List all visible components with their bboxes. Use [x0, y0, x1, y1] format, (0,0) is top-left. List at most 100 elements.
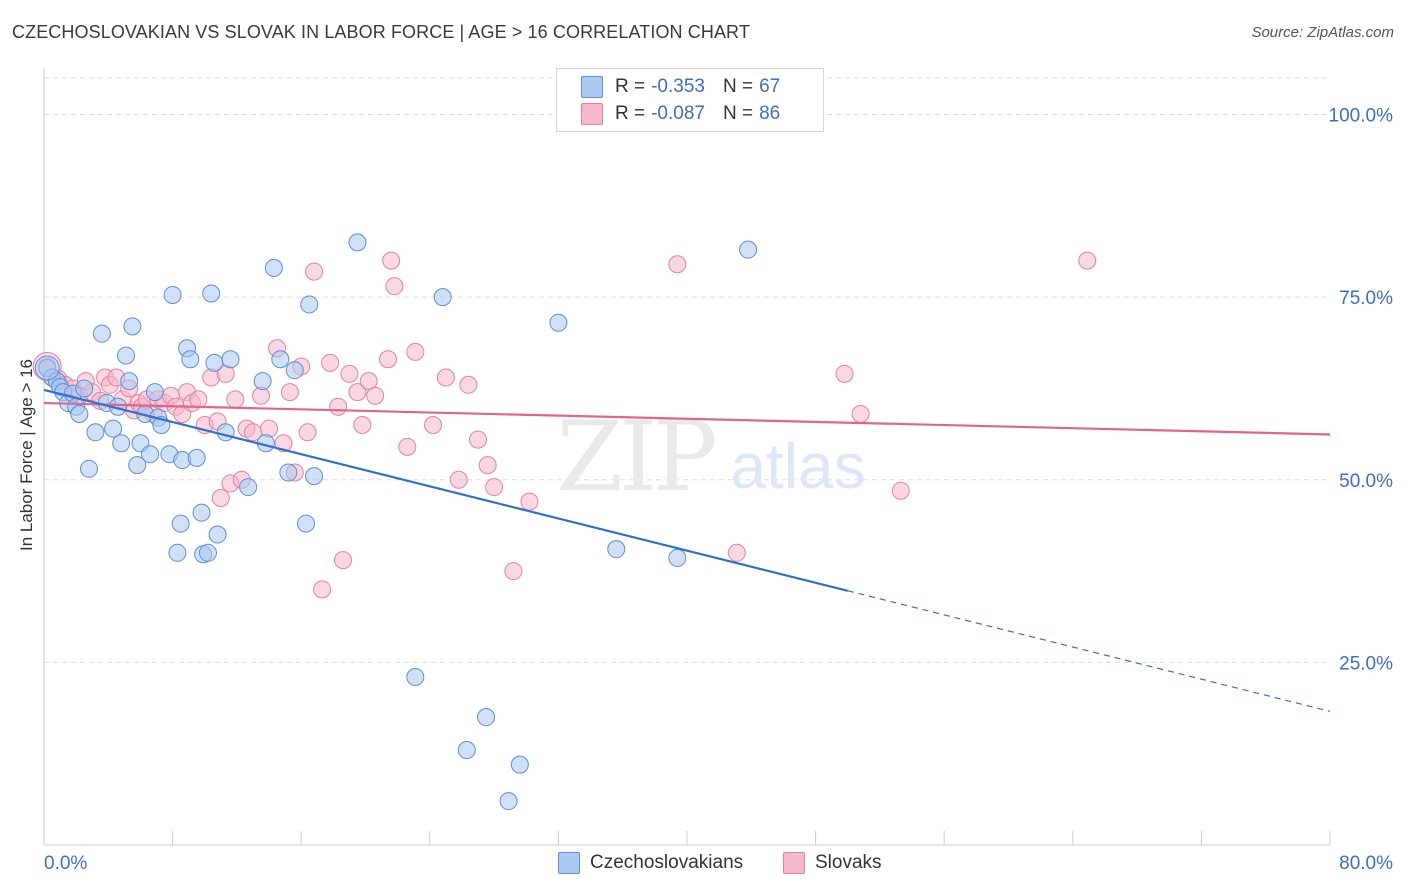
y-tick-label: 50.0%	[1339, 471, 1393, 492]
czech-point	[279, 463, 298, 482]
slovak-point	[189, 390, 208, 409]
czech-point	[239, 478, 258, 497]
gridlines	[44, 77, 1330, 663]
czech-point	[104, 419, 123, 438]
czech-point	[433, 288, 452, 307]
czech-point	[192, 503, 211, 522]
chart-title: CZECHOSLOVAKIAN VS SLOVAK IN LABOR FORCE…	[12, 22, 750, 42]
czech-point	[297, 514, 316, 533]
watermark-atlas: atlas	[730, 430, 865, 502]
slovak-point	[436, 368, 455, 387]
slovak-point	[382, 251, 401, 270]
czech-point	[549, 313, 568, 332]
czech-point	[739, 240, 758, 259]
slovak-point	[459, 375, 478, 394]
czech-point	[168, 543, 187, 562]
czech-point	[285, 361, 304, 380]
czech-trend-line	[43, 388, 849, 592]
czech-point	[607, 540, 626, 559]
czech-point	[34, 355, 60, 381]
slovak-point	[385, 277, 404, 296]
czech-point	[264, 258, 283, 277]
slovak-point	[280, 383, 299, 402]
czech-point	[80, 459, 99, 478]
czech-swatch	[558, 852, 580, 874]
legend-r-label: R =	[615, 76, 646, 97]
bottom-legend-slovak: Slovaks	[783, 852, 882, 874]
slovak-point	[485, 478, 504, 497]
slovak-point	[406, 342, 425, 361]
czech-point	[305, 467, 324, 486]
slovak-point	[469, 430, 488, 449]
legend-n-value: 86	[759, 103, 781, 124]
slovak-point	[668, 255, 687, 274]
bottom-legend-czech: Czechoslovakians	[558, 852, 743, 874]
trend-lines	[43, 388, 1331, 712]
y-tick-label: 25.0%	[1339, 653, 1393, 674]
slovak-point	[333, 551, 352, 570]
slovak-point	[398, 437, 417, 456]
czech-point	[171, 514, 190, 533]
czech-point	[116, 346, 135, 365]
slovak-swatch	[581, 103, 603, 125]
slovak-point	[424, 415, 443, 434]
czech-point	[205, 353, 224, 372]
czech-point	[123, 317, 142, 336]
czech-point	[253, 372, 272, 391]
legend-r-value: -0.087	[651, 103, 705, 124]
czech-points	[34, 233, 758, 811]
czech-point	[75, 379, 94, 398]
slovak-point	[727, 543, 746, 562]
slovak-point	[321, 353, 340, 372]
czech-swatch	[581, 76, 603, 98]
slovak-point	[504, 562, 523, 581]
slovak-point	[520, 492, 539, 511]
y-tick-label: 100.0%	[1329, 106, 1394, 127]
czech-point	[348, 233, 367, 252]
y-axis-label: In Labor Force | Age > 16	[17, 358, 36, 552]
czech-point	[202, 284, 221, 303]
legend: R = -0.353 N = 67 R = -0.087 N = 86	[556, 68, 824, 132]
czech-point	[86, 423, 105, 442]
slovak-point	[449, 470, 468, 489]
legend-r-value: -0.353	[651, 76, 705, 97]
legend-r-label: R =	[615, 103, 646, 124]
x-tick-label: 0.0%	[44, 853, 87, 874]
y-tick-label: 75.0%	[1339, 288, 1393, 309]
slovak-trend-line	[43, 401, 1331, 436]
slovak-point	[298, 423, 317, 442]
slovak-point	[478, 456, 497, 475]
czech-point	[668, 548, 687, 567]
slovak-point	[366, 386, 385, 405]
czech-point	[406, 667, 425, 686]
slovak-point	[1078, 251, 1097, 270]
legend-row-slovak: R = -0.087 N = 86	[581, 102, 780, 126]
czech-point	[92, 324, 111, 343]
slovak-point	[379, 350, 398, 369]
czech-point	[208, 525, 227, 544]
czech-point	[181, 350, 200, 369]
czech-point	[510, 755, 529, 774]
bottom-legend-slovak-label: Slovaks	[815, 852, 882, 873]
legend-row-czech: R = -0.353 N = 67	[581, 75, 780, 99]
czech-point	[120, 372, 139, 391]
czech-point	[163, 285, 182, 304]
czech-point	[221, 350, 240, 369]
source-credit: Source: ZipAtlas.com	[1251, 24, 1394, 41]
legend-n-label: N =	[722, 76, 754, 97]
slovak-points	[32, 251, 1097, 599]
czech-point	[112, 434, 131, 453]
tick-labels: 25.0% 50.0% 75.0% 100.0% 0.0% 80.0%	[44, 106, 1393, 874]
czech-point	[70, 405, 89, 424]
czech-trend-extension	[847, 590, 1331, 712]
czech-point	[187, 448, 206, 467]
czech-point	[216, 423, 235, 442]
legend-n-label: N =	[722, 103, 754, 124]
slovak-point	[226, 390, 245, 409]
czech-point	[141, 445, 160, 464]
slovak-point	[353, 415, 372, 434]
axes	[43, 68, 1331, 846]
slovak-swatch	[783, 852, 805, 874]
slovak-point	[329, 397, 348, 416]
